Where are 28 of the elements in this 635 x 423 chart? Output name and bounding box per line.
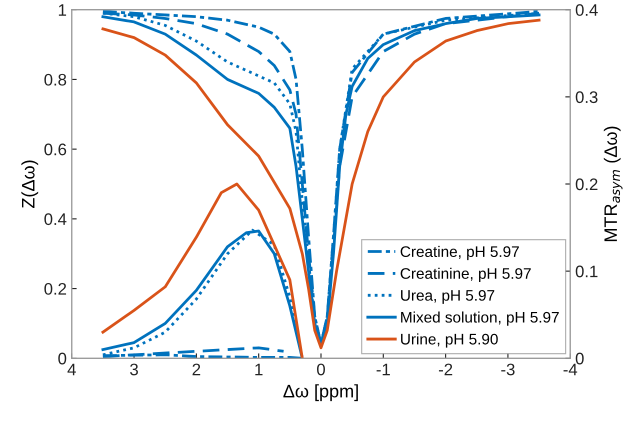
x-tick-label: 1 [255, 364, 263, 376]
legend-label: Creatinine, pH 5.97 [400, 268, 531, 282]
x-tick-label: -3 [501, 364, 515, 376]
legend-label: Urine, pH 5.90 [401, 333, 498, 348]
legend-label: Urea, pH 5.97 [401, 290, 494, 304]
legend-label: Mixed solution, pH 5.97 [401, 311, 559, 326]
y-axis-title: Z(Δω) [21, 160, 38, 208]
y-tick-label: 0.6 [44, 144, 66, 156]
y2-tick-label: 0.3 [576, 91, 598, 104]
y2-tick-label: 0 [576, 352, 584, 364]
x-tick-label: -4 [564, 364, 578, 376]
y2-tick-label: 0.2 [576, 178, 598, 190]
x-tick-label: 2 [192, 364, 200, 376]
y-tick-label: 1 [58, 4, 66, 16]
y-tick-label: 0.2 [44, 282, 66, 295]
x-tick-label: -1 [376, 364, 390, 376]
legend-label: Creatine, pH 5.97 [400, 246, 519, 260]
x-tick-label: -2 [438, 364, 452, 376]
x-tick-label: 4 [68, 364, 76, 376]
x-tick-label: 0 [317, 364, 325, 376]
y-tick-label: 0.8 [44, 74, 66, 86]
y-tick-label: 0 [58, 352, 66, 364]
x-tick-label: 3 [130, 364, 138, 376]
y2-tick-label: 0.1 [576, 266, 598, 278]
y2-axis-title: MTR$_{asym}$ (Δω) [604, 126, 622, 242]
y2-tick-label: 0.4 [576, 4, 598, 16]
x-axis-title: Δω [ppm] [283, 384, 358, 402]
y-tick-label: 0.4 [44, 213, 66, 226]
